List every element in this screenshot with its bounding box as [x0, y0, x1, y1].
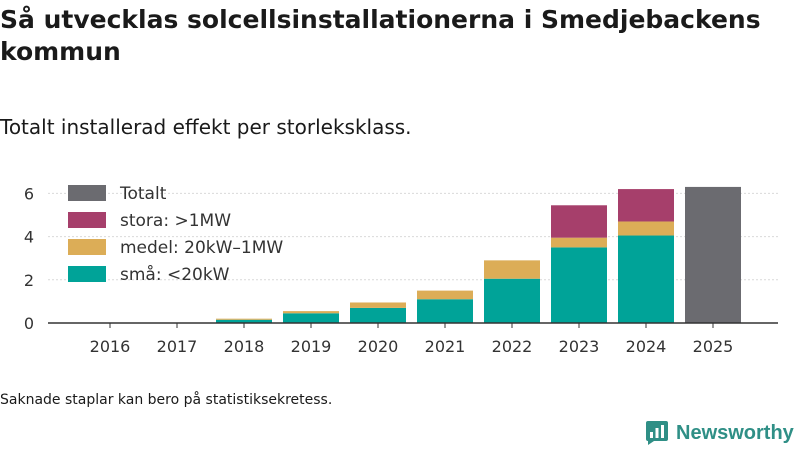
legend: Totalt stora: >1MW medel: 20kW–1MW små: <20… — [68, 184, 283, 285]
x-tick-label: 2020 — [358, 337, 399, 356]
y-tick-label: 2 — [24, 271, 34, 290]
bar-segment — [216, 318, 272, 320]
axes: 0 2 4 6 2016 2017 2018 2019 2020 2021 2022 2023 2024… — [24, 184, 778, 356]
bar-segment — [417, 299, 473, 323]
legend-label: små: <20kW — [120, 264, 230, 285]
bar-segment — [484, 260, 540, 279]
bar-segment — [618, 221, 674, 236]
brand-logo: Newsworthy — [645, 420, 794, 446]
bar-segment — [618, 235, 674, 323]
x-tick-label: 2016 — [90, 337, 131, 356]
x-tick-label: 2017 — [157, 337, 198, 356]
bar-segment — [283, 313, 339, 323]
x-tick-label: 2018 — [224, 337, 265, 356]
bar-segment — [350, 307, 406, 323]
x-tick-label: 2019 — [291, 337, 332, 356]
chart-title: Så utvecklas solcellsinstallationerna i … — [0, 5, 761, 66]
bar-segment — [551, 247, 607, 323]
bar-segment — [417, 290, 473, 300]
legend-label: medel: 20kW–1MW — [120, 238, 283, 258]
legend-label: Totalt — [119, 184, 167, 204]
legend-swatch — [68, 239, 106, 255]
bar-chart-icon — [646, 421, 668, 445]
bars — [216, 186, 741, 323]
x-tick-label: 2021 — [425, 337, 466, 356]
legend-swatch — [68, 185, 106, 201]
bar-segment — [216, 319, 272, 323]
y-tick-label: 0 — [24, 314, 34, 333]
legend-swatch — [68, 212, 106, 228]
bar-segment — [551, 237, 607, 248]
x-tick-label: 2024 — [626, 337, 667, 356]
x-tick-label: 2023 — [559, 337, 600, 356]
bar-segment — [484, 278, 540, 323]
x-tick-label: 2025 — [693, 337, 734, 356]
bar-segment — [350, 302, 406, 308]
legend-label: stora: >1MW — [120, 211, 231, 231]
x-tick-label: 2022 — [492, 337, 533, 356]
bar-segment — [618, 189, 674, 222]
chart-subtitle: Totalt installerad effekt per storlekskl… — [0, 115, 412, 139]
y-tick-label: 6 — [24, 184, 34, 203]
bar-segment — [685, 186, 741, 323]
y-tick-label: 4 — [24, 228, 34, 247]
bar-segment — [283, 311, 339, 314]
brand-name: Newsworthy — [676, 421, 794, 444]
footnote: Saknade staplar kan bero på statistiksek… — [0, 392, 333, 408]
bar-segment — [551, 205, 607, 238]
legend-swatch — [68, 266, 106, 282]
